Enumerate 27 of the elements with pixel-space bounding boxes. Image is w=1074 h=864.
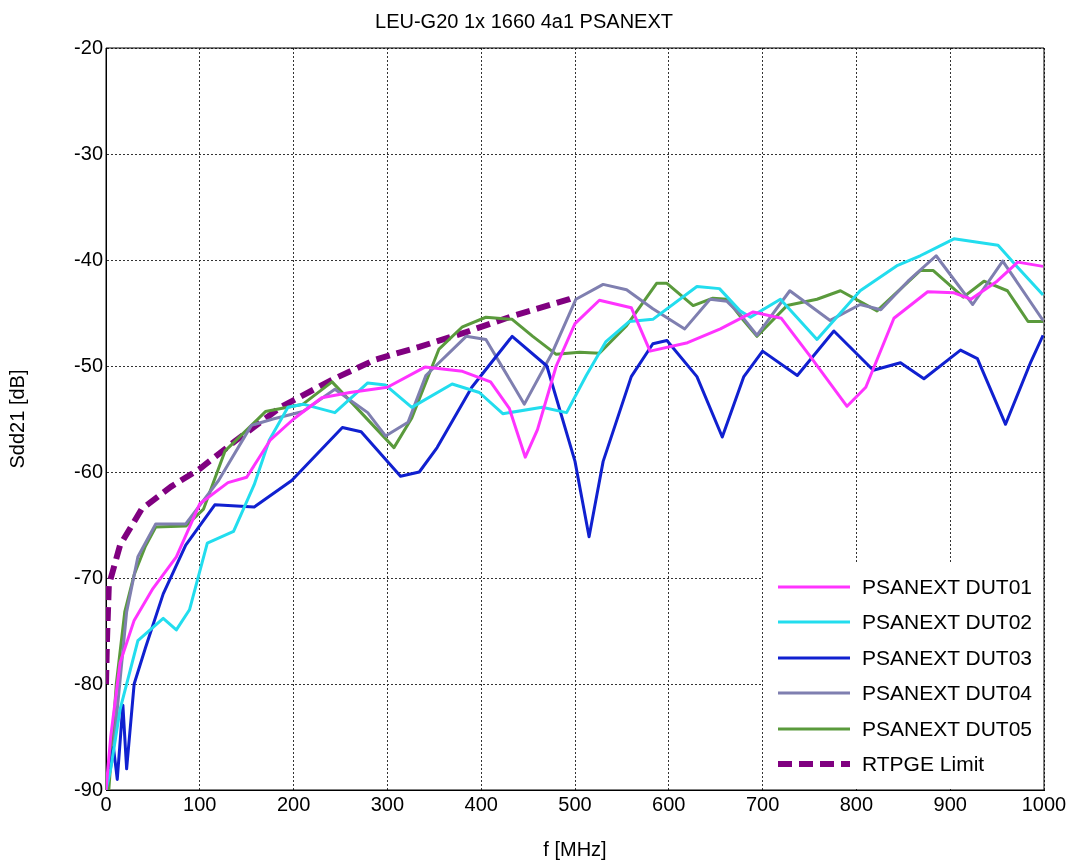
legend-label: PSANEXT DUT05	[862, 716, 1032, 741]
x-tick-label: 700	[745, 792, 780, 815]
x-tick-label: 800	[839, 792, 874, 815]
x-tick-label: 900	[933, 792, 967, 815]
y-tick-label: -80	[74, 671, 103, 694]
y-axis-title: Sdd21 [dB]	[5, 369, 28, 469]
legend-label: PSANEXT DUT01	[862, 574, 1032, 599]
legend-label: PSANEXT DUT04	[862, 681, 1032, 706]
x-tick-label: 1000	[1021, 792, 1067, 815]
legend-label: PSANEXT DUT03	[862, 645, 1032, 670]
x-tick-label: 600	[652, 792, 686, 815]
x-tick-label: 100	[183, 792, 217, 815]
y-tick-label: -90	[74, 777, 103, 800]
y-tick-label: -40	[74, 247, 103, 270]
x-tick-label: 300	[370, 792, 405, 815]
x-tick-label: 200	[276, 792, 311, 815]
x-axis-title: f [MHz]	[543, 837, 607, 860]
legend-label: PSANEXT DUT02	[862, 610, 1032, 635]
x-tick-label: 500	[558, 792, 592, 815]
y-tick-label: -60	[74, 459, 103, 482]
y-tick-label: -30	[74, 141, 103, 164]
legend-label: RTPGE Limit	[862, 752, 985, 777]
y-tick-label: -70	[74, 565, 103, 588]
chart-title: LEU-G20 1x 1660 4a1 PSANEXT	[375, 9, 673, 32]
x-tick-label: 400	[464, 792, 498, 815]
y-tick-label: -20	[74, 35, 103, 58]
y-tick-label: -50	[74, 353, 103, 376]
